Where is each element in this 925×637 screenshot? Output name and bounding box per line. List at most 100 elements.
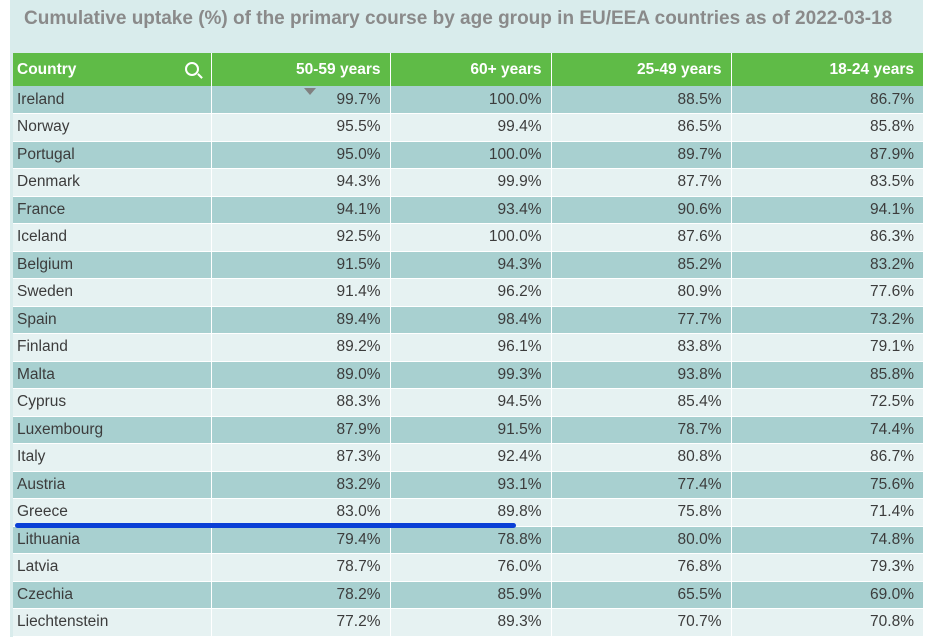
value-cell: 83.2% (731, 251, 923, 279)
country-cell: Cyprus (13, 388, 212, 417)
column-header-label: 25-49 years (637, 60, 722, 78)
table-row: Lithuania 79.4% 78.8% 80.0% 74.8% (13, 526, 923, 554)
value-cell: 71.4% (731, 498, 923, 527)
value-cell: 94.3% (390, 251, 552, 279)
value-cell: 74.4% (731, 416, 923, 444)
column-header-60-plus[interactable]: 60+ years (390, 53, 552, 86)
value-cell: 91.5% (390, 416, 552, 444)
value-cell: 79.4% (211, 526, 391, 554)
value-cell: 94.3% (211, 168, 391, 197)
value-cell: 76.8% (551, 553, 732, 582)
table-row: Finland 89.2% 96.1% 83.8% 79.1% (13, 333, 923, 362)
value-cell: 96.1% (390, 333, 552, 362)
table-row: Spain 89.4% 98.4% 77.7% 73.2% (13, 306, 923, 334)
column-header-label: 60+ years (470, 60, 542, 78)
country-cell: Ireland (13, 86, 212, 114)
header-row: Country 50-59 years 60+ years 25-49 year… (13, 53, 923, 86)
table-row: Cyprus 88.3% 94.5% 85.4% 72.5% (13, 388, 923, 417)
column-header-18-24[interactable]: 18-24 years (731, 53, 923, 86)
table-body: Ireland 99.7% 100.0% 88.5% 86.7% Norway 95.5% 9… (13, 86, 923, 637)
column-header-label: Country (17, 60, 77, 78)
value-cell: 99.3% (390, 361, 552, 389)
value-cell: 83.5% (731, 168, 923, 197)
country-cell: Liechtenstein (13, 608, 212, 637)
country-cell: Iceland (13, 223, 212, 252)
value-cell: 70.7% (551, 608, 732, 637)
column-header-label: 50-59 years (296, 60, 381, 78)
value-cell: 85.4% (551, 388, 732, 417)
value-cell: 65.5% (551, 581, 732, 609)
country-cell: Luxembourg (13, 416, 212, 444)
value-cell: 92.5% (211, 223, 391, 252)
value-cell: 87.9% (731, 141, 923, 169)
value-cell: 86.7% (731, 443, 923, 472)
value-cell: 76.0% (390, 553, 552, 582)
table-row: Portugal 95.0% 100.0% 89.7% 87.9% (13, 141, 923, 169)
value-cell: 93.1% (390, 471, 552, 499)
table-row: Liechtenstein 77.2% 89.3% 70.7% 70.8% (13, 608, 923, 637)
column-header-25-49[interactable]: 25-49 years (551, 53, 732, 86)
value-cell: 78.8% (390, 526, 552, 554)
value-cell: 80.8% (551, 443, 732, 472)
value-cell: 77.4% (551, 471, 732, 499)
value-cell: 79.1% (731, 333, 923, 362)
value-cell: 87.9% (211, 416, 391, 444)
column-header-country[interactable]: Country (13, 53, 212, 86)
chart-container: Cumulative uptake (%) of the primary cou… (10, 0, 923, 637)
table-row: France 94.1% 93.4% 90.6% 94.1% (13, 196, 923, 224)
value-cell: 89.2% (211, 333, 391, 362)
country-cell: Malta (13, 361, 212, 389)
value-cell: 83.0% (211, 498, 391, 527)
value-cell: 85.2% (551, 251, 732, 279)
value-cell: 94.5% (390, 388, 552, 417)
value-cell: 83.2% (211, 471, 391, 499)
table-row: Norway 95.5% 99.4% 86.5% 85.8% (13, 113, 923, 142)
value-cell: 99.7% (211, 86, 391, 114)
value-cell: 70.8% (731, 608, 923, 637)
value-cell: 75.6% (731, 471, 923, 499)
value-cell: 78.7% (211, 553, 391, 582)
country-cell: France (13, 196, 212, 224)
value-cell: 77.2% (211, 608, 391, 637)
value-cell: 83.8% (551, 333, 732, 362)
uptake-table: Country 50-59 years 60+ years 25-49 year… (13, 53, 923, 637)
value-cell: 91.5% (211, 251, 391, 279)
value-cell: 87.7% (551, 168, 732, 197)
table-row: Czechia 78.2% 85.9% 65.5% 69.0% (13, 581, 923, 609)
value-cell: 75.8% (551, 498, 732, 527)
value-cell: 80.9% (551, 278, 732, 307)
value-cell: 94.1% (731, 196, 923, 224)
value-cell: 85.8% (731, 113, 923, 142)
table-row: Malta 89.0% 99.3% 93.8% 85.8% (13, 361, 923, 389)
value-cell: 88.3% (211, 388, 391, 417)
value-cell: 95.0% (211, 141, 391, 169)
column-header-label: 18-24 years (829, 60, 914, 78)
sort-descending-icon (303, 88, 316, 95)
value-cell: 93.8% (551, 361, 732, 389)
chart-title: Cumulative uptake (%) of the primary cou… (24, 8, 893, 29)
value-cell: 87.3% (211, 443, 391, 472)
value-cell: 80.0% (551, 526, 732, 554)
country-cell: Greece (13, 498, 212, 527)
country-cell: Czechia (13, 581, 212, 609)
value-cell: 79.3% (731, 553, 923, 582)
table-row: Luxembourg 87.9% 91.5% 78.7% 74.4% (13, 416, 923, 444)
value-cell: 88.5% (551, 86, 732, 114)
value-cell: 89.4% (211, 306, 391, 334)
value-cell: 69.0% (731, 581, 923, 609)
value-cell: 86.3% (731, 223, 923, 252)
value-cell: 86.5% (551, 113, 732, 142)
country-cell: Norway (13, 113, 212, 142)
value-cell: 85.8% (731, 361, 923, 389)
search-icon[interactable] (184, 62, 199, 76)
value-cell: 85.9% (390, 581, 552, 609)
value-cell: 78.7% (551, 416, 732, 444)
country-cell: Sweden (13, 278, 212, 307)
column-header-50-59[interactable]: 50-59 years (211, 53, 391, 86)
value-cell: 92.4% (390, 443, 552, 472)
value-cell: 96.2% (390, 278, 552, 307)
country-cell: Portugal (13, 141, 212, 169)
value-cell: 77.7% (551, 306, 732, 334)
value-cell: 89.3% (390, 608, 552, 637)
value-cell: 90.6% (551, 196, 732, 224)
